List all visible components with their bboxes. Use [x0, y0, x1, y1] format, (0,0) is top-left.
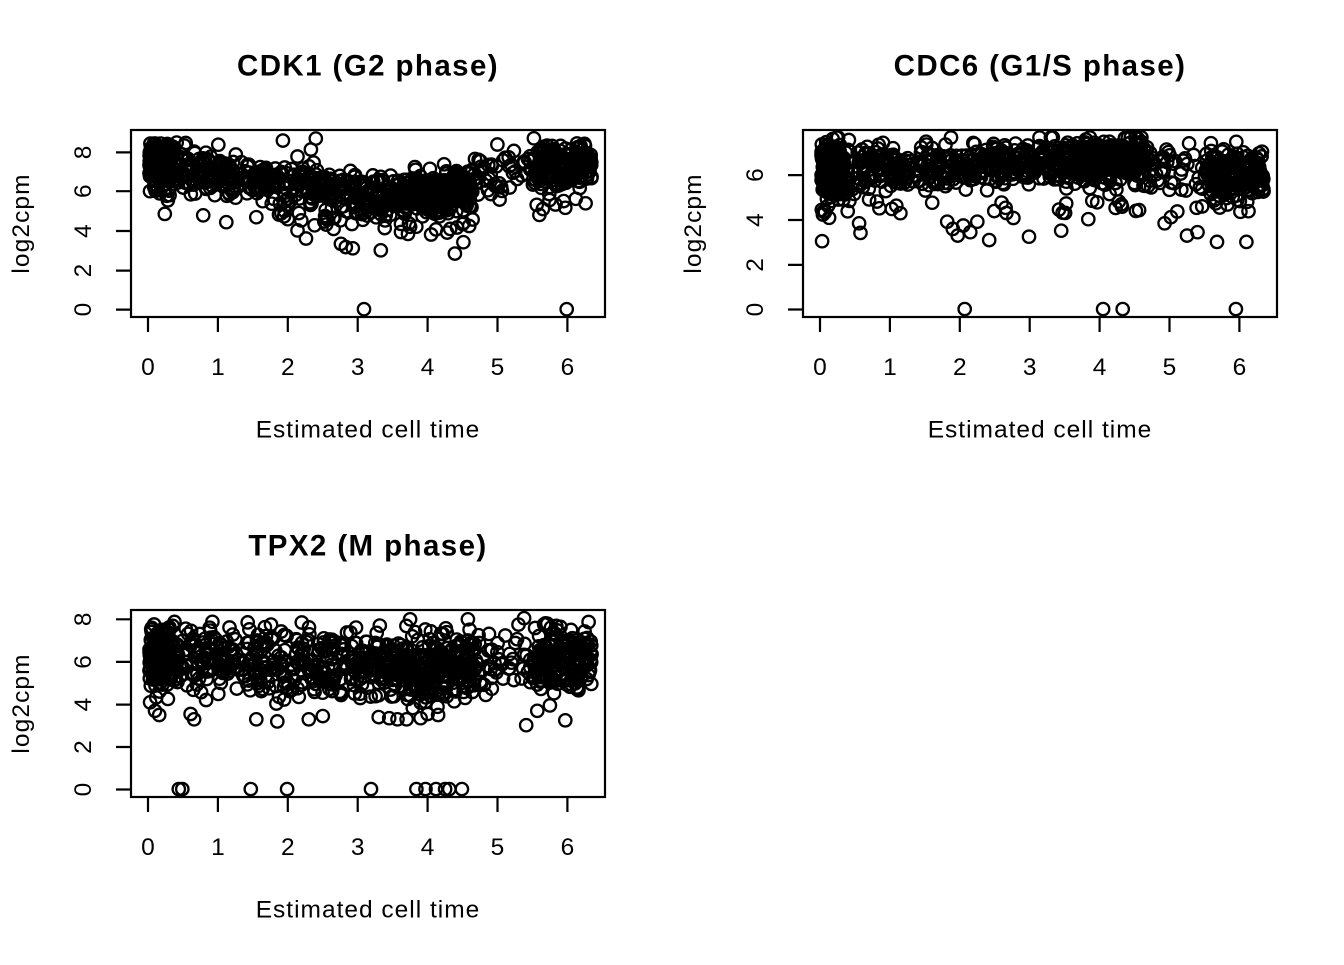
svg-text:log2cpm: log2cpm [8, 173, 35, 273]
svg-text:5: 5 [1163, 354, 1177, 381]
svg-text:0: 0 [742, 303, 769, 317]
svg-text:0: 0 [813, 354, 827, 381]
svg-text:3: 3 [1023, 354, 1037, 381]
svg-text:6: 6 [561, 834, 575, 861]
svg-text:2: 2 [953, 354, 967, 381]
svg-text:3: 3 [351, 834, 365, 861]
svg-text:0: 0 [141, 834, 155, 861]
svg-text:Estimated cell time: Estimated cell time [928, 416, 1153, 443]
svg-text:0: 0 [70, 303, 97, 317]
svg-text:2: 2 [281, 354, 295, 381]
svg-text:5: 5 [491, 354, 505, 381]
svg-text:4: 4 [421, 834, 435, 861]
svg-text:6: 6 [561, 354, 575, 381]
svg-text:log2cpm: log2cpm [680, 173, 707, 273]
svg-text:CDC6 (G1/S phase): CDC6 (G1/S phase) [894, 50, 1187, 83]
svg-text:Estimated cell time: Estimated cell time [256, 896, 481, 923]
svg-text:8: 8 [70, 612, 97, 626]
svg-text:6: 6 [70, 184, 97, 198]
svg-text:6: 6 [1233, 354, 1247, 381]
svg-text:2: 2 [742, 258, 769, 272]
svg-text:6: 6 [70, 655, 97, 669]
svg-text:2: 2 [281, 834, 295, 861]
svg-text:3: 3 [351, 354, 365, 381]
svg-text:0: 0 [70, 783, 97, 797]
svg-text:CDK1 (G2 phase): CDK1 (G2 phase) [237, 50, 499, 83]
svg-text:4: 4 [70, 698, 97, 712]
svg-text:8: 8 [70, 146, 97, 160]
svg-text:1: 1 [211, 834, 225, 861]
svg-text:4: 4 [1093, 354, 1107, 381]
svg-text:6: 6 [742, 168, 769, 182]
svg-text:5: 5 [491, 834, 505, 861]
svg-text:4: 4 [742, 213, 769, 227]
svg-text:4: 4 [70, 224, 97, 238]
svg-text:2: 2 [70, 740, 97, 754]
svg-text:1: 1 [211, 354, 225, 381]
svg-text:log2cpm: log2cpm [8, 653, 35, 753]
svg-text:1: 1 [883, 354, 897, 381]
svg-text:0: 0 [141, 354, 155, 381]
svg-text:TPX2 (M phase): TPX2 (M phase) [248, 530, 487, 563]
svg-text:2: 2 [70, 264, 97, 278]
svg-text:Estimated cell time: Estimated cell time [256, 416, 481, 443]
svg-text:4: 4 [421, 354, 435, 381]
